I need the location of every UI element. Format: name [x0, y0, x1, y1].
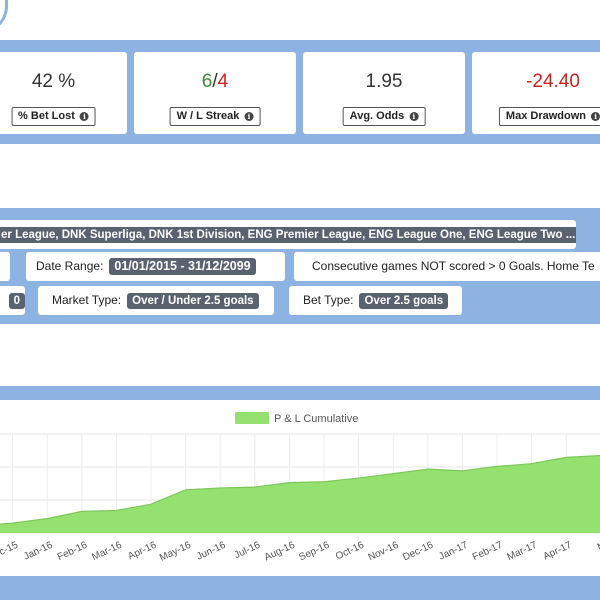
strategy-filter[interactable]: Consecutive games NOT scored > 0 Goals. …	[294, 252, 600, 281]
x-tick-label: Feb-17	[471, 540, 505, 564]
legend-swatch	[235, 412, 269, 424]
partial-filter-box[interactable]	[0, 252, 10, 281]
chart-bottom-bar	[0, 576, 600, 588]
stats-band: 42 % % Bet Lost i 6/4 W / L Streak i 1.9…	[0, 40, 600, 144]
stat-card-wl-streak: 6/4 W / L Streak i	[134, 52, 296, 134]
bet-type-tag[interactable]: Over 2.5 goals	[359, 292, 449, 309]
bet-lost-label-text: % Bet Lost	[18, 110, 75, 122]
x-tick-label: Dec-15	[0, 540, 20, 564]
x-tick-label: Mar-16	[90, 540, 124, 564]
filters-band: er League, DNK Superliga, DNK 1st Divisi…	[0, 208, 600, 324]
date-range-label: Date Range:	[36, 259, 104, 273]
wl-streak-value: 6/4	[134, 71, 296, 93]
info-icon[interactable]: i	[591, 112, 600, 121]
legend-label: P & L Cumulative	[274, 413, 358, 425]
x-tick-label: Apr-17	[542, 540, 574, 563]
loss-streak: 4	[217, 71, 229, 92]
x-tick-label: Jul-16	[233, 540, 263, 562]
bet-type-filter[interactable]: Bet Type: Over 2.5 goals	[289, 286, 462, 315]
chart-legend[interactable]: P & L Cumulative	[235, 412, 358, 425]
x-tick-label: Aug-16	[263, 540, 297, 564]
top-left-decoration	[0, 0, 8, 34]
max-drawdown-label[interactable]: Max Drawdown i	[498, 107, 600, 126]
x-tick-label: Jun-16	[195, 540, 228, 563]
x-axis-labels: oDec-15Jan-16Feb-16Mar-16Apr-16May-16Jun…	[0, 540, 600, 564]
x-tick-label: Dec-16	[401, 540, 435, 564]
date-range-tag[interactable]: 01/01/2015 - 31/12/2099	[109, 258, 256, 276]
x-tick-label: Sep-16	[297, 540, 331, 564]
chart-band: oDec-15Jan-16Feb-16Mar-16Apr-16May-16Jun…	[0, 386, 600, 600]
chart-area-layer	[0, 455, 600, 533]
max-drawdown-label-text: Max Drawdown	[505, 110, 587, 122]
x-tick-label: Mar-17	[506, 540, 540, 564]
x-tick-label: Feb-16	[56, 540, 90, 564]
win-streak: 6	[201, 71, 213, 92]
max-drawdown-value: -24.40	[526, 71, 580, 92]
pl-cumulative-chart: oDec-15Jan-16Feb-16Mar-16Apr-16May-16Jun…	[0, 412, 600, 564]
strategy-text: Consecutive games NOT scored > 0 Goals. …	[312, 259, 595, 273]
stat-card-max-drawdown: -24.40 Max Drawdown i	[472, 52, 600, 134]
series-area-pl-cumulative	[0, 455, 600, 533]
info-icon[interactable]: i	[244, 112, 254, 121]
wl-streak-label-text: W / L Streak	[176, 110, 240, 122]
x-tick-label: Oct-16	[334, 540, 366, 563]
market-type-tag[interactable]: Over / Under 2.5 goals	[127, 292, 259, 309]
chart-panel: oDec-15Jan-16Feb-16Mar-16Apr-16May-16Jun…	[0, 400, 600, 576]
stat-card-avg-odds: 1.95 Avg. Odds i	[303, 52, 465, 134]
wl-streak-label[interactable]: W / L Streak i	[169, 107, 261, 126]
leagues-tag[interactable]: er League, DNK Superliga, DNK 1st Divisi…	[0, 226, 576, 243]
info-icon[interactable]: i	[409, 112, 419, 121]
info-icon[interactable]: i	[79, 112, 89, 121]
avg-odds-value: 1.95	[365, 71, 403, 92]
x-tick-label: Jan-16	[22, 540, 55, 563]
partial-tag-box[interactable]: 0	[0, 286, 25, 315]
partial-tag[interactable]: 0	[8, 292, 25, 309]
avg-odds-label[interactable]: Avg. Odds i	[342, 107, 426, 126]
series-line-pl-cumulative	[0, 455, 600, 525]
avg-odds-label-text: Avg. Odds	[349, 110, 405, 122]
x-tick-label: Nov-16	[367, 540, 401, 564]
leagues-filter[interactable]: er League, DNK Superliga, DNK 1st Divisi…	[0, 220, 576, 249]
stat-card-bet-lost: 42 % % Bet Lost i	[0, 52, 127, 134]
x-tick-label: M	[596, 540, 600, 553]
streak-separator: /	[212, 71, 218, 92]
bet-lost-label[interactable]: % Bet Lost i	[11, 107, 96, 126]
x-tick-label: Apr-16	[126, 540, 158, 563]
bet-lost-value: 42 %	[31, 71, 76, 92]
x-tick-label: Jan-17	[437, 540, 470, 563]
market-type-label: Market Type:	[52, 293, 122, 307]
x-tick-label: May-16	[158, 540, 193, 564]
market-type-filter[interactable]: Market Type: Over / Under 2.5 goals	[38, 286, 274, 315]
bet-type-label: Bet Type:	[303, 293, 354, 307]
date-range-filter[interactable]: Date Range: 01/01/2015 - 31/12/2099	[26, 252, 285, 281]
